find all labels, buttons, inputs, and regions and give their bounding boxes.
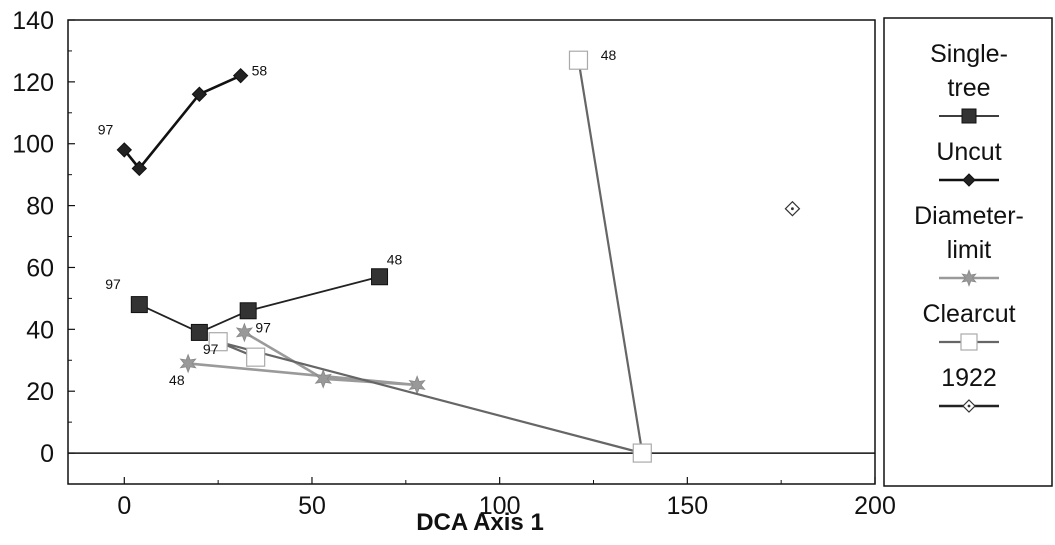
data-point bbox=[131, 160, 148, 177]
data-point bbox=[130, 296, 148, 314]
legend-label: Clearcut bbox=[922, 300, 1015, 328]
data-point bbox=[632, 443, 652, 463]
marker-dot bbox=[791, 207, 794, 211]
y-tick-label: 20 bbox=[26, 378, 54, 406]
y-tick-label: 120 bbox=[12, 69, 54, 97]
data-label: 48 bbox=[387, 251, 403, 267]
data-label: 97 bbox=[98, 121, 114, 137]
legend-marker bbox=[960, 333, 978, 351]
marker-dot bbox=[967, 404, 971, 408]
series-line bbox=[123, 74, 242, 170]
data-label: 48 bbox=[169, 372, 185, 388]
y-tick-label: 0 bbox=[40, 440, 54, 468]
data-point bbox=[314, 368, 332, 389]
series-single-tree bbox=[130, 268, 389, 341]
data-point bbox=[235, 322, 253, 343]
data-label: 97 bbox=[105, 276, 121, 292]
data-label: 58 bbox=[252, 63, 268, 79]
data-point bbox=[568, 50, 589, 70]
y-tick-label: 100 bbox=[12, 131, 54, 159]
data-point bbox=[208, 332, 228, 352]
y-tick-label: 80 bbox=[26, 193, 54, 221]
legend-item: Diameter-limit bbox=[914, 202, 1024, 287]
x-tick-label: 50 bbox=[298, 492, 326, 520]
x-tick-label: 150 bbox=[666, 492, 708, 520]
data-point bbox=[232, 67, 249, 84]
series-group bbox=[116, 50, 801, 463]
legend-item: Clearcut bbox=[922, 300, 1016, 351]
data-labels: 97 58 97 48 97 97 48 48 bbox=[98, 47, 617, 388]
legend-label: Diameter- bbox=[914, 202, 1024, 230]
data-point bbox=[190, 323, 208, 341]
y-tick-label: 140 bbox=[12, 7, 54, 35]
x-tick-label: 0 bbox=[117, 492, 131, 520]
legend-label: limit bbox=[947, 236, 991, 264]
data-point bbox=[116, 142, 133, 158]
legend-label: 1922 bbox=[941, 364, 997, 392]
axes: 0 20 40 60 80 100 120 140 0 50 100 150 200 bbox=[12, 7, 896, 520]
y-tick-label: 40 bbox=[26, 316, 54, 344]
data-label: 97 bbox=[255, 319, 271, 335]
legend-label: tree bbox=[947, 74, 990, 102]
data-point bbox=[239, 302, 257, 320]
data-label: 48 bbox=[601, 47, 617, 63]
series-line bbox=[138, 275, 380, 334]
legend-marker bbox=[961, 108, 977, 124]
legend: Single-tree Uncut Diameter-limit Clearcut 19… bbox=[883, 17, 1053, 487]
y-tick-label: 60 bbox=[26, 254, 54, 282]
data-point bbox=[246, 347, 266, 367]
legend-item: Uncut bbox=[936, 138, 1002, 187]
x-tick-label: 200 bbox=[854, 492, 896, 520]
legend-item: Single-tree bbox=[930, 40, 1008, 124]
data-point bbox=[371, 268, 389, 286]
x-tick-label: 100 bbox=[479, 492, 521, 520]
legend-label: Single- bbox=[930, 40, 1008, 68]
legend-item: 1922 bbox=[939, 364, 999, 413]
plot-area bbox=[67, 19, 876, 485]
series-line bbox=[217, 60, 644, 455]
data-label: 97 bbox=[203, 341, 219, 357]
plot-frame bbox=[67, 19, 876, 485]
x-axis-title: DCA Axis 1 bbox=[416, 509, 544, 536]
legend-marker bbox=[961, 269, 977, 287]
series-uncut bbox=[116, 67, 249, 177]
data-point bbox=[191, 86, 208, 102]
data-point bbox=[179, 353, 197, 374]
series-clearcut bbox=[208, 50, 652, 463]
legend-marker bbox=[962, 173, 976, 187]
series-1922 bbox=[784, 200, 801, 217]
legend-label: Uncut bbox=[936, 138, 1001, 166]
